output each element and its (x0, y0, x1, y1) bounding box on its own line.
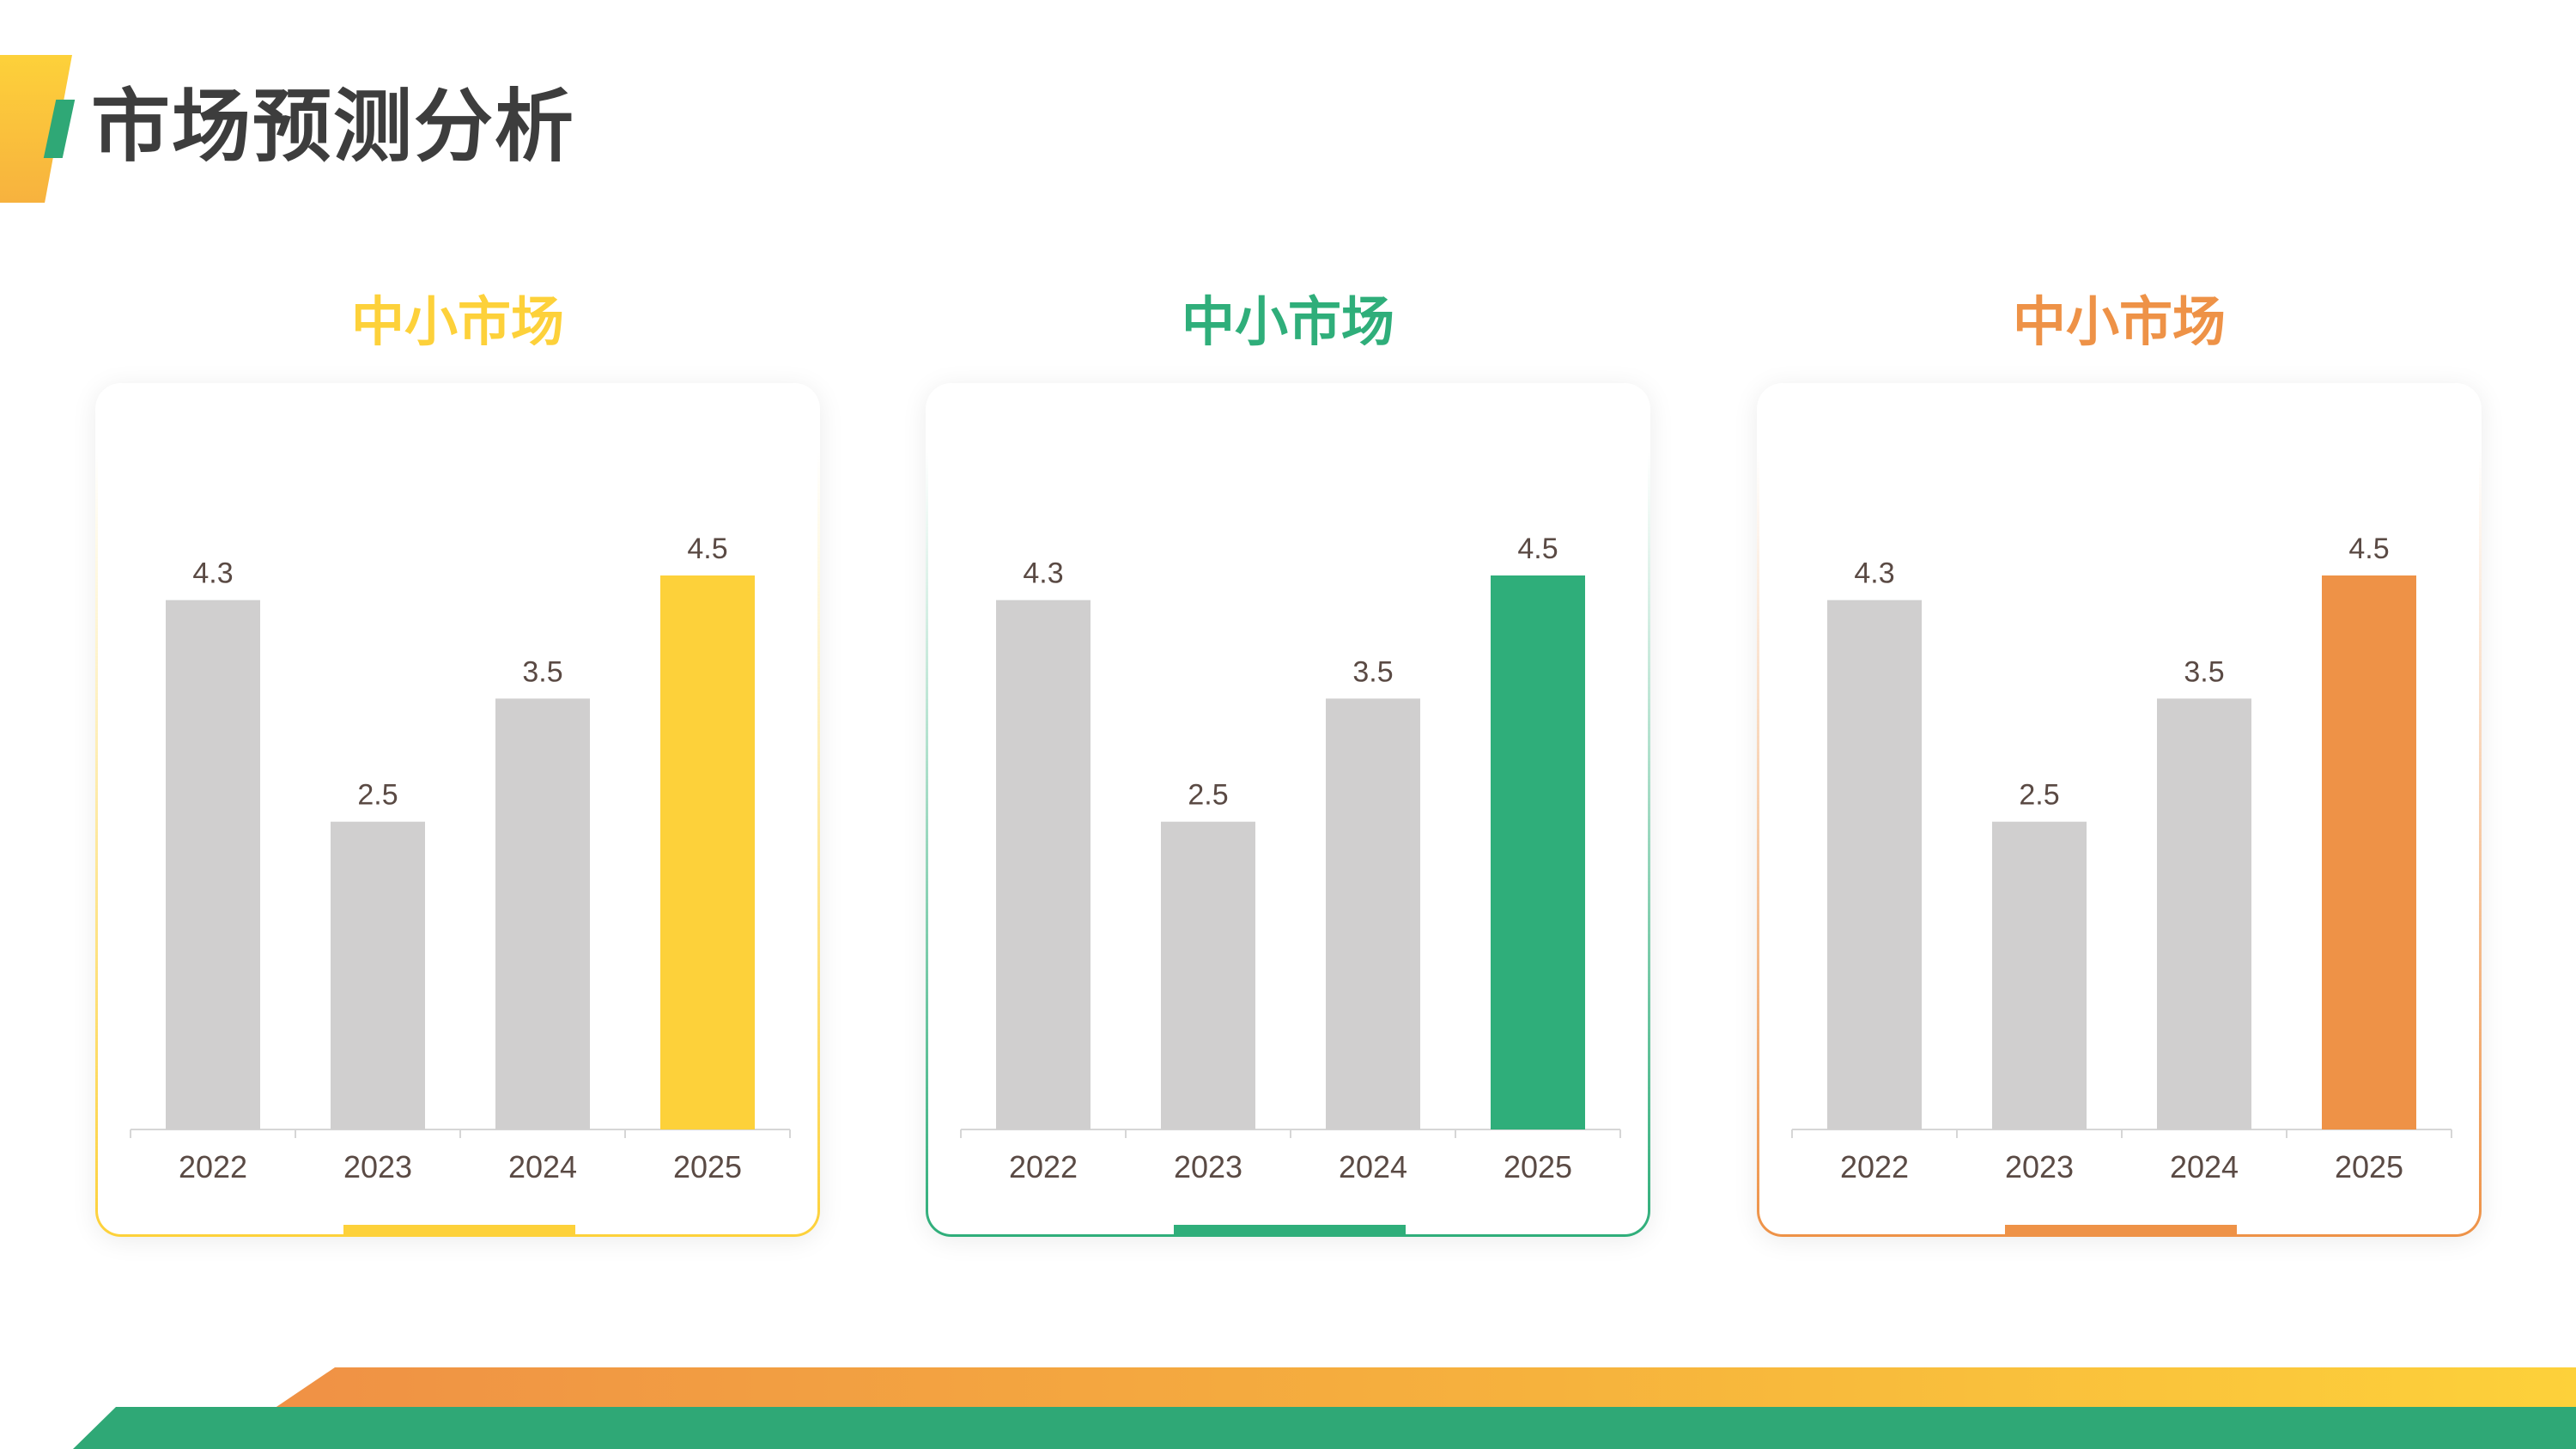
x-tick-label-2022: 2022 (179, 1149, 247, 1184)
bar-2023 (1161, 821, 1255, 1129)
x-tick-label-2022: 2022 (1009, 1149, 1078, 1184)
chart-3-title: 中小市场 (2012, 290, 2226, 353)
x-tick-label-2024: 2024 (1339, 1149, 1407, 1184)
x-tick-label-2024: 2024 (508, 1149, 577, 1184)
bar-2022 (996, 600, 1091, 1129)
bar-2025 (660, 575, 755, 1129)
chart-1-tab (343, 1225, 575, 1237)
bar-2024 (495, 698, 590, 1129)
chart-1-plot: 4.3 2022 2.5 2023 3.5 2024 4.5 2025 (130, 533, 791, 1184)
bar-2022 (166, 600, 260, 1129)
data-label-2022: 4.3 (1023, 557, 1063, 590)
chart-1-card: 4.3 2022 2.5 2023 3.5 2024 4.5 2025 (95, 383, 820, 1237)
x-tick-label-2023: 2023 (1174, 1149, 1242, 1184)
page-title: 市场预测分析 (91, 81, 576, 173)
x-tick-label-2025: 2025 (673, 1149, 742, 1184)
data-label-2024: 3.5 (2184, 655, 2224, 688)
chart-1-title: 中小市场 (350, 290, 564, 353)
data-label-2024: 3.5 (522, 655, 562, 688)
x-tick-label-2023: 2023 (343, 1149, 412, 1184)
bar-2023 (1992, 821, 2087, 1129)
bar-2025 (2322, 575, 2416, 1129)
data-label-2023: 2.5 (2019, 779, 2059, 812)
chart-3-tab (2005, 1225, 2237, 1237)
data-label-2023: 2.5 (357, 779, 398, 812)
x-tick-label-2023: 2023 (2005, 1149, 2074, 1184)
bar-2024 (1326, 698, 1420, 1129)
chart-2-card: 4.3 2022 2.5 2023 3.5 2024 4.5 2025 (926, 383, 1650, 1237)
data-label-2024: 3.5 (1352, 655, 1393, 688)
bar-2024 (2157, 698, 2251, 1129)
data-label-2025: 4.5 (687, 533, 727, 565)
data-label-2025: 4.5 (2348, 533, 2389, 565)
data-label-2023: 2.5 (1188, 779, 1228, 812)
x-tick-label-2024: 2024 (2170, 1149, 2239, 1184)
chart-2-plot: 4.3 2022 2.5 2023 3.5 2024 4.5 2025 (960, 533, 1621, 1184)
bar-2025 (1491, 575, 1585, 1129)
bar-2023 (331, 821, 425, 1129)
x-tick-label-2022: 2022 (1840, 1149, 1909, 1184)
chart-3-plot: 4.3 2022 2.5 2023 3.5 2024 4.5 2025 (1791, 533, 2452, 1184)
data-label-2022: 4.3 (192, 557, 233, 590)
bottom-band-orange (266, 1367, 2576, 1414)
data-label-2025: 4.5 (1517, 533, 1558, 565)
x-tick-label-2025: 2025 (2335, 1149, 2403, 1184)
chart-2-tab (1174, 1225, 1406, 1237)
chart-2-title: 中小市场 (1181, 290, 1394, 353)
chart-3-card: 4.3 2022 2.5 2023 3.5 2024 4.5 2025 (1757, 383, 2482, 1237)
bar-2022 (1827, 600, 1922, 1129)
data-label-2022: 4.3 (1854, 557, 1894, 590)
x-tick-label-2025: 2025 (1504, 1149, 1572, 1184)
bottom-band-green (73, 1407, 2576, 1449)
